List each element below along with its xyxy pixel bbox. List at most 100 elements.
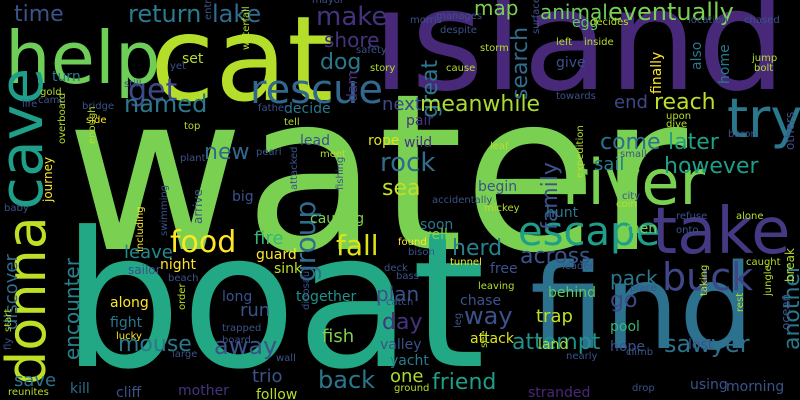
word-despite: despite	[440, 25, 477, 36]
word-boat: boat	[62, 192, 486, 400]
word-land: land	[538, 337, 569, 353]
word-accidentally: accidentally	[432, 195, 493, 206]
word-meanwhile: meanwhile	[420, 92, 541, 117]
word-decide: decide	[284, 101, 331, 117]
word-behind: behind	[548, 285, 597, 301]
word-yet: yet	[170, 61, 186, 72]
word-upon: upon	[666, 111, 692, 122]
word-day: day	[382, 310, 423, 335]
word-top: top	[184, 121, 201, 132]
word-give: give	[556, 55, 586, 71]
word-egg: egg	[572, 15, 599, 31]
word-attack: attack	[470, 331, 514, 347]
word-swimming: swimming	[159, 184, 170, 236]
word-map: map	[474, 0, 519, 20]
word-lucky: lucky	[116, 331, 142, 342]
word-stranded: stranded	[528, 385, 591, 400]
word-take: take	[652, 195, 791, 269]
word-drop: drop	[632, 383, 655, 394]
word-story: story	[370, 63, 396, 74]
word-also: also	[689, 41, 705, 70]
word-cat: cat	[150, 0, 334, 128]
word-life: life	[22, 99, 38, 110]
word-get: get	[128, 73, 178, 108]
word-dam: dam	[345, 70, 361, 102]
word-way: way	[464, 302, 513, 330]
word-hunt: hunt	[546, 205, 579, 221]
word-rest: rest	[735, 292, 746, 312]
word-baby: baby	[4, 203, 29, 214]
word-return: return	[128, 0, 202, 28]
word-save: save	[14, 370, 57, 391]
word-bridge: bridge	[82, 101, 115, 112]
word-father: father	[258, 103, 289, 114]
word-river: river	[562, 146, 706, 219]
word-morning: morning	[726, 379, 785, 395]
word-together: together	[296, 289, 357, 305]
word-leaf: leaf	[490, 141, 509, 152]
word-jump: jump	[752, 53, 778, 64]
word-side: side	[86, 115, 107, 126]
word-safety: safety	[356, 45, 387, 56]
word-enough: enough	[87, 106, 98, 144]
word-using: using	[690, 377, 728, 393]
word-one: one	[390, 366, 424, 387]
word-catch: catch	[386, 297, 414, 308]
word-others: others	[783, 111, 797, 150]
word-fishing: fishing	[335, 156, 346, 190]
word-new: new	[204, 140, 250, 165]
word-leader: leader	[562, 261, 594, 272]
word-bison: bison	[408, 247, 435, 258]
word-plant: plant	[180, 153, 206, 164]
word-including: including	[135, 206, 146, 252]
word-deck: deck	[384, 263, 408, 274]
word-end: end	[614, 92, 648, 113]
word-see: see	[479, 330, 490, 348]
word-chased: chased	[744, 15, 780, 26]
word-chase: chase	[460, 293, 502, 309]
word-onto: onto	[676, 225, 699, 236]
word-surface: surface	[531, 0, 542, 34]
word-set: set	[182, 51, 204, 67]
word-mouse: mouse	[118, 332, 192, 357]
word-morris: morris	[410, 15, 442, 26]
word-finally: finally	[649, 51, 665, 94]
word-pearl: pearl	[256, 147, 282, 158]
word-bolt: bolt	[754, 63, 774, 74]
word-place: place	[630, 283, 657, 294]
word-help: help	[5, 16, 161, 100]
word-big: big	[232, 189, 254, 205]
word-pair: pair	[406, 113, 434, 129]
word-food: food	[170, 225, 237, 260]
word-gold: gold	[40, 87, 62, 98]
word-rock: rock	[380, 148, 436, 178]
word-dive: dive	[666, 119, 688, 130]
word-buck: buck	[662, 255, 754, 299]
word-alone: alone	[736, 211, 764, 222]
word-entrance: entrance	[203, 0, 214, 20]
word-across: across	[520, 244, 591, 269]
word-mickey: mickey	[484, 203, 520, 214]
word-night: night	[160, 257, 197, 273]
word-men: men	[626, 221, 658, 237]
word-lost: lost	[688, 337, 714, 353]
word-back: back	[318, 366, 376, 394]
word-next: next	[382, 94, 422, 115]
word-go: go	[610, 288, 638, 313]
word-begin: begin	[478, 179, 518, 195]
word-storm: storm	[480, 43, 509, 54]
word-time: time	[14, 2, 64, 27]
word-attempt: attempt	[512, 330, 601, 355]
word-reach: reach	[654, 90, 716, 115]
word-island: island	[372, 0, 787, 123]
word-baron: baron	[728, 129, 757, 140]
word-trio: trio	[252, 366, 283, 387]
word-refuse: refuse	[676, 211, 708, 222]
word-free: free	[490, 261, 518, 277]
word-shore: shore	[324, 28, 380, 52]
word-city: city	[622, 191, 641, 202]
word-wall: wall	[276, 353, 296, 364]
word-along: along	[110, 295, 149, 311]
word-wild: wild	[404, 135, 433, 151]
